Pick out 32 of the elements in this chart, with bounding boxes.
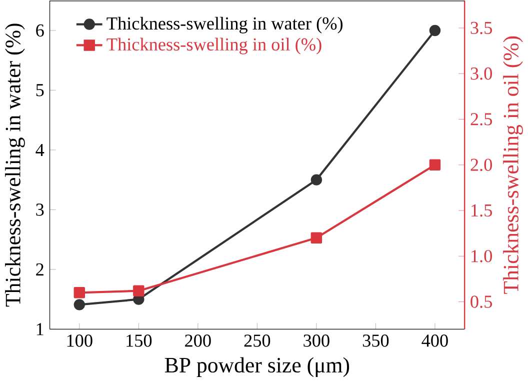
point: [429, 24, 441, 36]
y-tick-label: 6: [36, 24, 44, 37]
point: [429, 159, 441, 170]
y2-tick-label: 0.5: [470, 296, 492, 308]
legend-label: Thickness-swelling in oil (%): [106, 38, 322, 54]
y2-tick-label: 3.5: [470, 22, 492, 34]
x-tick-label: 150: [126, 334, 152, 347]
y-tick-label: 4: [36, 144, 44, 156]
x-tick-label: 350: [362, 334, 389, 347]
y2-tick-label: 1.5: [472, 204, 492, 217]
y2-tick-label: 2.0: [470, 158, 492, 172]
y-tick-label: 3: [36, 204, 44, 216]
x-tick-label: 100: [67, 334, 92, 347]
y-tick-label: 1: [36, 323, 44, 336]
point: [310, 174, 322, 186]
x-tick-label: 400: [422, 334, 448, 347]
point: [310, 232, 322, 244]
y2-tick-label: 2.5: [470, 113, 492, 126]
point: [74, 287, 86, 298]
x-tick-label: 200: [185, 334, 211, 347]
point: [133, 285, 144, 296]
x-tick-label: 300: [304, 334, 330, 347]
point: [74, 299, 86, 310]
x-tick-label: 250: [244, 334, 270, 347]
y-tick-label: 5: [36, 84, 44, 96]
legend-label: Thickness-swelling in water (%): [106, 16, 342, 34]
x-axis-title: BP powder size (μm): [164, 357, 350, 377]
y-tick-label: 2: [36, 263, 44, 276]
y2-tick-label: 3.0: [470, 67, 492, 80]
y2-tick-label: 1.0: [472, 250, 492, 262]
y-axis-title: Thickness-swelling in water (%): [5, 24, 25, 307]
y2-axis-title: Thickness-swelling in oil (%): [503, 36, 523, 294]
